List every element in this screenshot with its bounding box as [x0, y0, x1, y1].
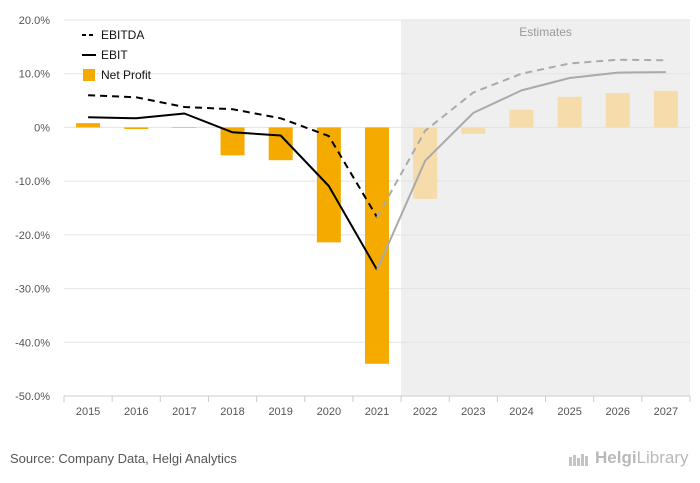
net-profit-bar: [365, 127, 389, 364]
x-tick-label: 2021: [365, 406, 389, 418]
y-tick-label: -30.0%: [15, 284, 50, 296]
library-icon: [569, 454, 588, 466]
net-profit-bar: [557, 96, 582, 128]
brand-prefix: Helgi: [595, 448, 637, 467]
ebit-line-estimate: [376, 71, 666, 271]
legend-label: Net Profit: [101, 68, 152, 82]
x-tick-label: 2027: [654, 406, 678, 418]
net-profit-bar: [509, 109, 534, 128]
legend-item: EBIT: [82, 48, 128, 62]
y-tick-label: -50.0%: [15, 391, 50, 403]
net-profit-bar: [76, 123, 101, 128]
ebit-line-actual: [88, 112, 378, 271]
y-tick-label: 10.0%: [19, 69, 50, 81]
estimates-label: Estimates: [519, 25, 572, 39]
net-profit-bar: [605, 93, 630, 128]
y-tick-label: 20.0%: [19, 15, 50, 27]
y-tick-label: 0%: [34, 122, 50, 134]
x-tick-label: 2019: [268, 406, 292, 418]
x-tick-label: 2025: [557, 406, 581, 418]
legend-label: EBIT: [101, 48, 128, 62]
legend-item: EBITDA: [82, 28, 144, 42]
net-profit-bar: [172, 127, 197, 128]
chart: Estimates 20.0% 10.0% 0% -10.0% -20.0% -30.0%…: [15, 15, 691, 418]
ebitda-line-actual: [88, 94, 378, 218]
brand-suffix: Library: [636, 448, 689, 467]
net-profit-bar: [461, 127, 486, 134]
net-profit-bar: [124, 127, 149, 130]
helgi-library-logo[interactable]: HelgiLibrary: [568, 448, 689, 468]
x-tick-label: 2026: [606, 406, 630, 418]
x-tick-label: 2016: [124, 406, 148, 418]
net-profit-bar: [653, 90, 678, 128]
legend-label: EBITDA: [101, 28, 144, 42]
estimates-region: [401, 20, 690, 396]
legend-swatch: [83, 69, 95, 81]
x-tick-label: 2024: [509, 406, 533, 418]
y-tick-label: -20.0%: [15, 230, 50, 242]
y-tick-label: -40.0%: [15, 337, 50, 349]
x-tick-label: 2015: [76, 406, 100, 418]
legend-item: Net Profit: [83, 68, 152, 82]
x-tick-label: 2020: [317, 406, 341, 418]
source-note: Source: Company Data, Helgi Analytics: [10, 451, 237, 466]
x-tick-label: 2018: [220, 406, 244, 418]
x-tick-label: 2017: [172, 406, 196, 418]
y-tick-label: -10.0%: [15, 176, 50, 188]
ebitda-line-estimate: [376, 58, 666, 218]
x-tick-label: 2023: [461, 406, 485, 418]
x-tick-label: 2022: [413, 406, 437, 418]
